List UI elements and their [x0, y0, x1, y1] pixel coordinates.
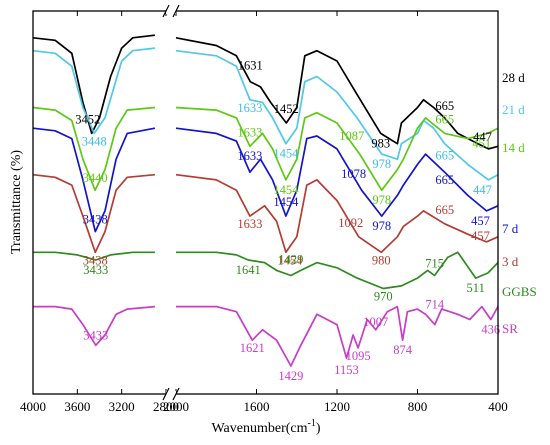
series-line-14-d-right [175, 106, 499, 192]
series-label: 7 d [502, 221, 519, 236]
x-tick-label: 1600 [244, 399, 270, 414]
x-tick-label: 4000 [20, 399, 46, 414]
peak-label: 1633 [237, 217, 262, 231]
peak-label: 665 [435, 99, 454, 113]
peak-label: 1633 [237, 125, 262, 139]
series-line-sr-right [176, 305, 499, 367]
y-axis-label: Transmittance (%) [9, 150, 24, 254]
peak-label: 874 [393, 343, 413, 357]
series-line-ggbs-left [33, 251, 155, 261]
peak-label: 665 [435, 112, 454, 126]
peak-label: 1092 [338, 216, 363, 230]
peak-label: 457 [471, 229, 490, 243]
peak-label: 1087 [339, 129, 364, 143]
peak-label: 983 [371, 136, 390, 150]
peak-label: 1452 [274, 102, 299, 116]
peak-label: 1631 [238, 59, 263, 73]
peak-label: 978 [372, 157, 391, 171]
series-label: 21 d [502, 102, 525, 117]
peak-label: 715 [425, 257, 444, 271]
series-label: 3 d [502, 254, 519, 269]
peak-label: 1429 [278, 253, 303, 267]
peak-label: 665 [435, 173, 454, 187]
peak-label: 1641 [236, 263, 261, 277]
peak-label: 1621 [240, 341, 265, 355]
series-label: 28 d [502, 70, 525, 85]
series-line-21-d-left [32, 47, 155, 135]
series-line-7-d-right [175, 127, 499, 217]
peak-label: 3438 [83, 253, 108, 267]
peak-label: 714 [425, 298, 445, 312]
series-line-ggbs-right [176, 251, 499, 290]
series-line-sr-left [33, 305, 155, 347]
x-tick-label: 800 [408, 399, 428, 414]
peak-label: 1633 [237, 149, 262, 163]
peak-label: 1454 [277, 253, 303, 267]
series-line-3-d-left [32, 173, 155, 254]
peak-label: 511 [467, 281, 485, 295]
peak-label: 1153 [334, 363, 359, 377]
x-tick-label: 1200 [324, 399, 350, 414]
peak-label: 1454 [273, 147, 299, 161]
peak-label: 3440 [83, 171, 108, 185]
series-curves [32, 34, 499, 367]
peak-label: 436 [481, 323, 500, 337]
series-line-7-d-left [32, 127, 156, 233]
axis-break-gap-bottom [166, 391, 176, 397]
peak-label: 1007 [363, 315, 388, 329]
x-tick-label: 3200 [109, 399, 135, 414]
peak-label: 1095 [346, 349, 371, 363]
peak-label: 1633 [237, 101, 262, 115]
peak-label: 3448 [82, 134, 107, 148]
axis-break-gap-top [166, 8, 176, 14]
peak-label: 1078 [341, 167, 366, 181]
peak-label: 3433 [83, 263, 108, 277]
axis-break-slash [162, 387, 170, 401]
peak-label: 457 [471, 214, 490, 228]
series-label: 14 d [502, 140, 525, 155]
peak-label: 1429 [278, 369, 303, 383]
axis-break-slash [162, 4, 170, 18]
axis-break [162, 4, 180, 401]
peak-label: 665 [435, 203, 454, 217]
peak-label: 451 [472, 136, 491, 150]
peak-label: 665 [435, 149, 454, 163]
peak-label: 970 [374, 290, 393, 304]
series-label: SR [502, 321, 518, 336]
x-axis-label: Wavenumber(cm-1) [211, 418, 320, 436]
series-line-14-d-left [32, 106, 155, 192]
series-line-28-d-right [175, 36, 499, 150]
series-line-21-d-right [175, 49, 499, 181]
axis-break-slash [172, 4, 180, 18]
x-tick-label: 2800 [153, 399, 179, 414]
peak-label: 1454 [273, 195, 299, 209]
peak-label: 3452 [75, 112, 100, 126]
peak-label: 980 [372, 253, 391, 267]
series-label: GGBS [502, 284, 537, 299]
peak-label: 3438 [83, 213, 108, 227]
peak-label: 978 [372, 219, 391, 233]
x-tick-label: 3600 [64, 399, 90, 414]
peak-label: 447 [473, 183, 492, 197]
peak-label: 1454 [273, 183, 299, 197]
series-line-3-d-right [175, 173, 499, 254]
peak-label: 447 [473, 130, 492, 144]
peak-label: 978 [372, 193, 391, 207]
x-tick-label: 2000 [163, 399, 189, 414]
peak-label: 3433 [83, 328, 108, 342]
plot-frame [32, 10, 499, 395]
axis-break-slash [172, 387, 180, 401]
peak-labels: 3452 1631 1452 983 665 447 28 d 3448 1633 1454 978… [75, 59, 536, 383]
x-tick-label: 400 [488, 399, 508, 414]
series-line-28-d-left [32, 34, 155, 135]
